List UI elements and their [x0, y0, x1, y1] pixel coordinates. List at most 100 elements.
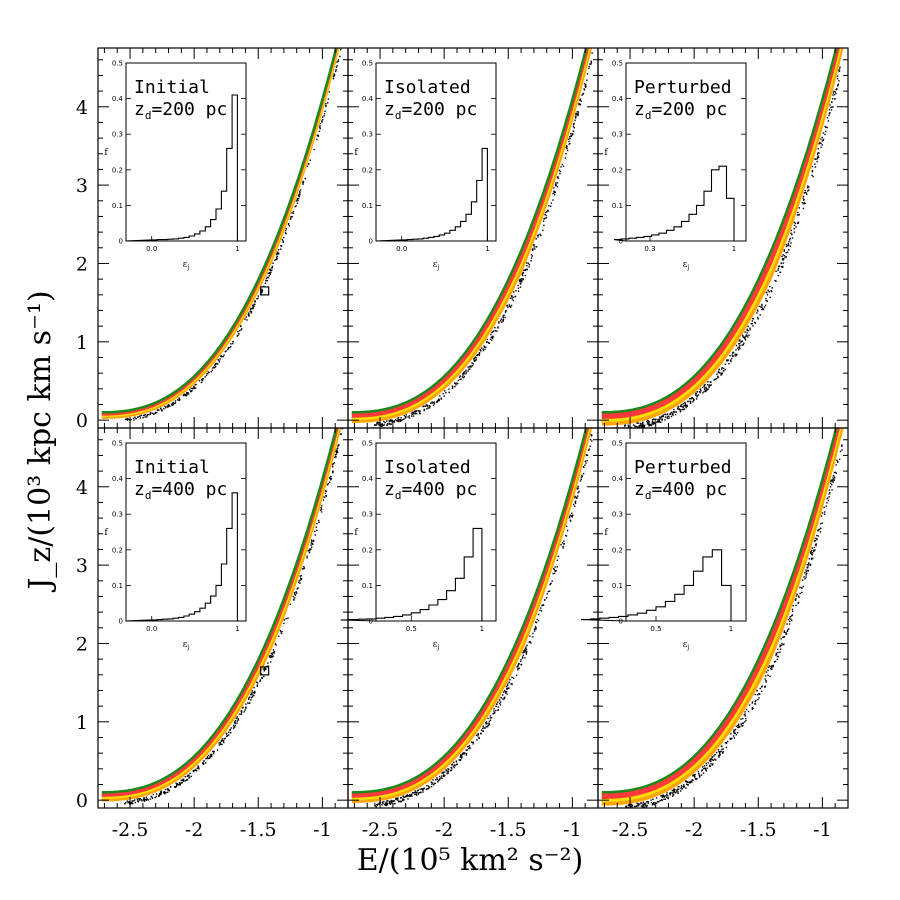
scatter-point: [259, 680, 261, 682]
scatter-point: [650, 799, 652, 801]
scatter-point: [770, 290, 772, 292]
plot-area: [351, 428, 593, 808]
scatter-point: [194, 768, 197, 771]
scatter-point: [186, 394, 188, 396]
inset-y-tick-label: 0.3: [362, 131, 373, 139]
scatter-point: [742, 344, 745, 346]
scatter-point: [163, 792, 165, 794]
scatter-point: [383, 801, 385, 803]
scatter-point: [482, 349, 485, 352]
scatter-point: [426, 405, 429, 407]
scatter-point: [333, 74, 336, 76]
scatter-point: [434, 782, 436, 785]
scatter-point: [841, 445, 843, 447]
scatter-point: [176, 784, 178, 786]
scatter-point: [159, 791, 162, 793]
scatter-point: [193, 770, 195, 773]
scatter-point: [810, 558, 813, 561]
scatter-point: [806, 567, 808, 569]
scatter-point: [450, 769, 453, 771]
scatter-point: [746, 332, 748, 334]
scatter-point: [172, 404, 174, 406]
scatter-point: [386, 802, 389, 804]
scatter-point: [709, 765, 711, 768]
scatter-point: [386, 424, 388, 426]
scatter-point: [137, 416, 139, 418]
scatter-point: [829, 111, 831, 114]
scatter-point: [534, 248, 536, 250]
scatter-point: [493, 708, 495, 710]
scatter-point: [442, 772, 444, 774]
scatter-point: [240, 710, 242, 712]
scatter-point: [690, 401, 692, 403]
scatter-point: [646, 420, 648, 423]
scatter-point: [581, 474, 583, 477]
scatter-point: [816, 534, 818, 537]
scatter-point: [575, 112, 577, 115]
scatter-point: [756, 312, 758, 314]
scatter-point: [673, 789, 675, 792]
scatter-point: [682, 785, 684, 788]
scatter-point: [214, 363, 217, 365]
scatter-point: [646, 423, 649, 425]
scatter-point: [292, 212, 295, 214]
scatter-point: [170, 403, 173, 405]
scatter-point: [833, 476, 836, 478]
scatter-point: [187, 392, 189, 394]
scatter-point: [817, 529, 819, 532]
scatter-point: [692, 774, 694, 777]
scatter-point: [316, 138, 318, 141]
scatter-point: [496, 703, 498, 705]
scatter-point: [489, 719, 492, 721]
scatter-point: [759, 306, 762, 308]
scatter-point: [460, 754, 462, 757]
scatter-point: [404, 795, 407, 798]
scatter-point: [743, 337, 746, 340]
scatter-point: [784, 256, 786, 259]
scatter-point: [464, 371, 466, 373]
scatter-point: [172, 402, 174, 404]
scatter-point: [758, 305, 761, 307]
scatter-point: [241, 328, 243, 330]
scatter-point: [627, 424, 629, 426]
scatter-point: [220, 743, 222, 746]
zd-value: =400 pc: [151, 479, 227, 500]
scatter-point: [220, 739, 223, 742]
scatter-point: [237, 331, 239, 333]
scatter-point: [589, 63, 591, 65]
scatter-point: [484, 348, 486, 351]
scatter-point: [492, 336, 494, 339]
scatter-point: [230, 732, 232, 734]
scatter-point: [275, 258, 278, 260]
inset-x-tick-label: 0.0: [146, 245, 157, 253]
scatter-point: [742, 336, 745, 338]
scatter-point: [711, 764, 713, 766]
scatter-point: [517, 669, 519, 671]
scatter-point: [664, 416, 667, 418]
scatter-point: [666, 417, 669, 419]
scatter-point: [838, 80, 840, 82]
scatter-point: [209, 755, 211, 758]
scatter-point: [580, 478, 582, 480]
scatter-point: [752, 707, 754, 710]
scatter-point: [494, 330, 497, 332]
scatter-point: [256, 684, 258, 686]
scatter-point: [535, 627, 537, 629]
scatter-point: [486, 341, 489, 343]
scatter-point: [203, 763, 205, 765]
scatter-point: [150, 795, 152, 798]
scatter-point: [388, 802, 391, 805]
scatter-point: [802, 197, 804, 199]
scatter-point: [636, 802, 638, 805]
scatter-point: [464, 752, 466, 754]
scatter-point: [677, 792, 679, 794]
scatter-point: [630, 805, 632, 807]
scatter-point: [426, 404, 428, 406]
scatter-point: [641, 426, 643, 428]
scatter-point: [729, 355, 731, 357]
scatter-point: [174, 400, 177, 402]
scatter-point: [715, 378, 717, 380]
scatter-point: [577, 114, 579, 117]
scatter-point: [569, 136, 571, 138]
